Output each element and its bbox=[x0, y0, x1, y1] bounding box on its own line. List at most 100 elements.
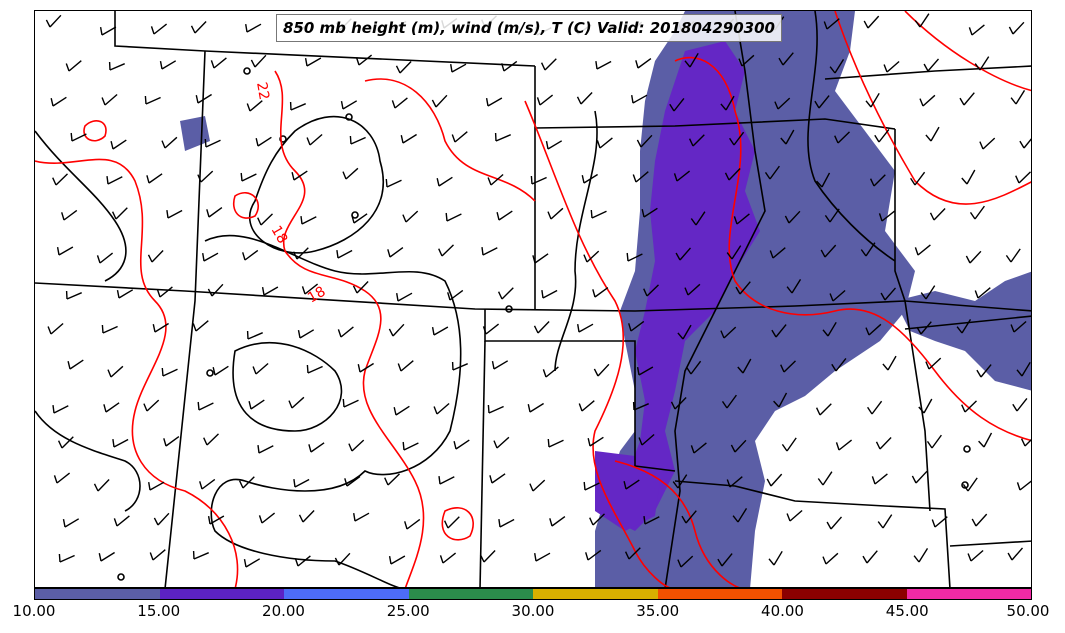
map-title: 850 mb height (m), wind (m/s), T (C) Val… bbox=[276, 14, 782, 42]
colorbar-segment-35-40 bbox=[657, 589, 782, 599]
wind-barb bbox=[635, 58, 652, 69]
wind-barb bbox=[197, 170, 214, 183]
wind-barb bbox=[479, 550, 496, 563]
wind-barb bbox=[626, 252, 643, 262]
wind-barb bbox=[101, 324, 118, 334]
wind-barb bbox=[771, 324, 787, 338]
wind-barb bbox=[967, 549, 984, 562]
wind-barb bbox=[632, 401, 649, 411]
wind-barb bbox=[393, 405, 410, 416]
wind-barb bbox=[52, 173, 68, 186]
wind-barb bbox=[583, 481, 600, 491]
temp-contour-east bbox=[524, 100, 671, 587]
wind-barb bbox=[47, 322, 64, 335]
height-contour-west-loop bbox=[248, 115, 384, 254]
wind-barb bbox=[824, 208, 840, 223]
wind-barb bbox=[56, 246, 74, 256]
wind-barb bbox=[978, 432, 993, 448]
wind-barb bbox=[161, 136, 178, 149]
wind-barb bbox=[45, 14, 62, 28]
wind-barb bbox=[112, 438, 129, 448]
wind-barb bbox=[880, 287, 897, 301]
wind-barb bbox=[636, 134, 653, 148]
wind-barb bbox=[212, 365, 229, 376]
wind-barb bbox=[110, 139, 127, 150]
wind-barb bbox=[835, 439, 853, 451]
wind-barb bbox=[677, 324, 692, 340]
wind-barb bbox=[67, 359, 84, 370]
wind-barb bbox=[684, 283, 701, 296]
wind-barb bbox=[911, 470, 928, 484]
wind-barb bbox=[203, 433, 219, 446]
wind-barb bbox=[547, 207, 564, 220]
wind-barb bbox=[240, 172, 257, 182]
wind-barb bbox=[397, 360, 414, 372]
height-contour-dot-4 bbox=[351, 211, 359, 219]
temp-label-18-upper: 18 bbox=[268, 223, 291, 246]
wind-barb bbox=[877, 514, 893, 529]
wind-barb bbox=[146, 173, 163, 184]
wind-barb bbox=[61, 209, 78, 221]
height-contour-dot-5 bbox=[206, 369, 214, 377]
wind-barb bbox=[533, 321, 550, 334]
wind-barb bbox=[593, 363, 610, 377]
border-wyoming-nebraska bbox=[664, 11, 766, 587]
height-contours bbox=[35, 11, 971, 587]
wind-barb bbox=[918, 398, 933, 414]
wind-barb bbox=[1010, 90, 1026, 105]
wind-barb bbox=[207, 515, 225, 525]
wind-barb bbox=[577, 323, 594, 333]
wind-barb bbox=[113, 515, 130, 527]
wind-barb bbox=[400, 133, 417, 144]
height-contour-dot-6 bbox=[963, 445, 971, 453]
wind-barb bbox=[1005, 248, 1021, 263]
wind-barb bbox=[481, 247, 498, 256]
wind-barb bbox=[149, 549, 166, 561]
wind-barb bbox=[344, 476, 361, 487]
wind-barb bbox=[257, 213, 273, 226]
wind-barb bbox=[641, 207, 658, 218]
wind-barb bbox=[96, 252, 114, 264]
colorbar-segment-20-25 bbox=[284, 589, 409, 599]
wind-barb bbox=[1019, 138, 1031, 149]
wind-barb bbox=[974, 56, 990, 71]
wind-barb bbox=[681, 510, 697, 524]
wind-barb bbox=[103, 402, 120, 413]
wind-barb bbox=[1010, 320, 1027, 333]
wind-barb bbox=[108, 61, 125, 71]
wind-barb bbox=[159, 60, 177, 70]
wind-barb bbox=[497, 287, 514, 300]
wind-barb bbox=[297, 329, 315, 339]
colorbar-tick: 40.00 bbox=[761, 602, 804, 620]
wind-barb bbox=[547, 438, 564, 448]
wind-barb bbox=[487, 173, 504, 186]
wind-barb bbox=[768, 550, 783, 566]
wind-barb bbox=[920, 285, 936, 300]
wind-barb bbox=[638, 433, 655, 446]
wind-barb bbox=[395, 61, 412, 74]
wind-barb bbox=[672, 474, 688, 489]
temp-contour-central bbox=[274, 70, 425, 587]
wind-barb bbox=[355, 54, 373, 66]
wind-barb bbox=[913, 548, 929, 563]
temperature-contours bbox=[35, 11, 1031, 587]
wind-barb bbox=[65, 60, 82, 72]
wind-barb bbox=[764, 165, 780, 180]
border-kansas-east bbox=[904, 300, 931, 512]
wind-barb bbox=[304, 57, 322, 67]
wind-barb bbox=[817, 471, 833, 486]
colorbar-tick: 50.00 bbox=[1006, 602, 1050, 620]
wind-barb bbox=[643, 516, 660, 525]
wind-barb bbox=[199, 478, 216, 490]
wind-barb bbox=[1020, 438, 1031, 447]
wind-barb bbox=[53, 472, 71, 484]
wind-barb bbox=[549, 516, 566, 527]
wind-barb bbox=[431, 94, 448, 108]
wind-barb bbox=[402, 441, 419, 451]
colorbar-segment-45-50 bbox=[906, 589, 1031, 599]
wind-barb bbox=[438, 476, 455, 485]
wind-barb bbox=[643, 284, 659, 297]
wind-barb bbox=[396, 292, 413, 302]
wind-barb bbox=[246, 330, 263, 340]
wind-barb bbox=[914, 244, 931, 256]
